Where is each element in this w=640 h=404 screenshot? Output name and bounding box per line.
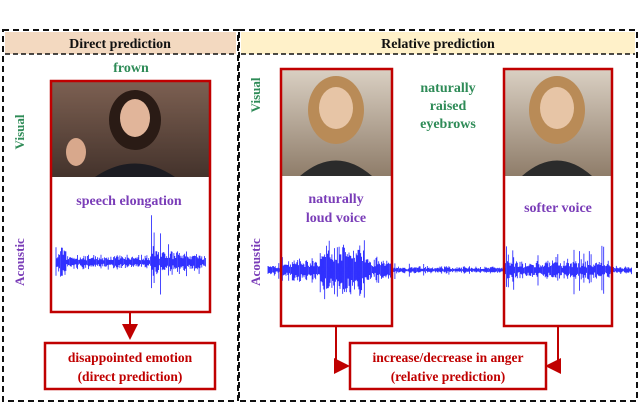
direct-output-line2: (direct prediction) [78, 369, 183, 384]
direct-waveform [55, 215, 206, 295]
direct-panel-title: Direct prediction [69, 37, 171, 52]
frown-label: frown [113, 61, 149, 76]
relative-output-line1: increase/decrease in anger [373, 350, 524, 365]
raised-eyebrows-line2: raised [430, 99, 467, 114]
relative-waveform [267, 240, 632, 300]
loud-voice-line1: naturally [308, 192, 363, 207]
relative-left-video-frame [282, 70, 391, 176]
relative-panel-title: Relative prediction [381, 37, 495, 52]
speech-elongation-label: speech elongation [76, 194, 182, 209]
relative-right-arrow [545, 326, 561, 374]
relative-output-box [348, 341, 548, 391]
relative-panel [238, 29, 638, 402]
loud-voice-line2: loud voice [306, 211, 366, 226]
acoustic-row-label-direct: Acoustic [12, 238, 27, 286]
relative-right-video-frame [505, 70, 611, 176]
relative-left-arrow [334, 326, 350, 374]
direct-output-box [43, 341, 217, 391]
visual-row-label-direct: Visual [12, 114, 27, 149]
acoustic-row-label-relative: Acoustic [248, 238, 263, 286]
softer-voice-label: softer voice [524, 201, 592, 216]
raised-eyebrows-line1: naturally [420, 81, 475, 96]
visual-row-label-relative: Visual [248, 77, 263, 112]
direct-header-bg [5, 32, 236, 54]
relative-output-line2: (relative prediction) [391, 369, 506, 384]
direct-output-line1: disappointed emotion [68, 350, 193, 365]
relative-header-bg [241, 32, 635, 54]
direct-video-frame [52, 82, 209, 177]
raised-eyebrows-line3: eyebrows [420, 117, 476, 132]
